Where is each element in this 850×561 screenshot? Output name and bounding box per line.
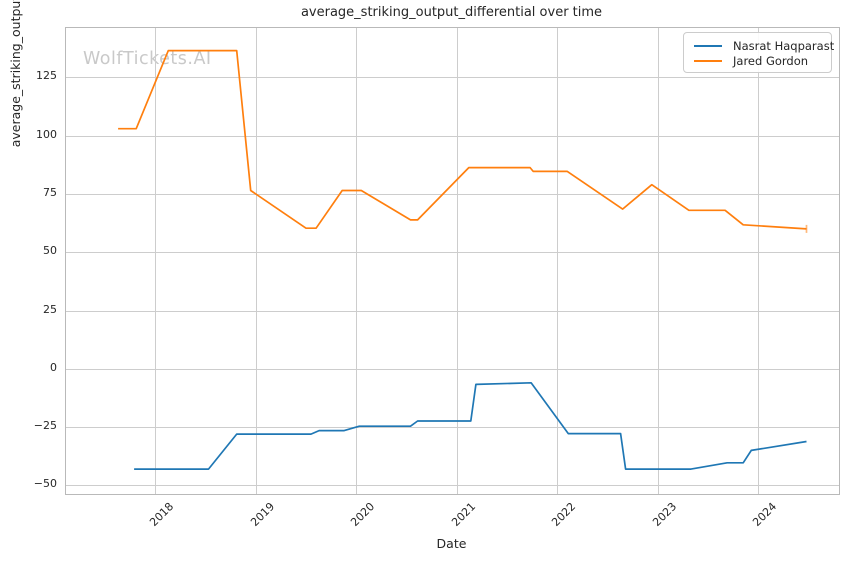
x-axis-label: Date <box>436 536 467 551</box>
chart-title: average_striking_output_differential ove… <box>300 5 603 20</box>
y-tick-label: 0 <box>50 360 57 374</box>
series-line-nasrat-haqparast <box>134 381 807 470</box>
legend: Nasrat Haqparast Jared Gordon <box>683 32 834 73</box>
y-tick-label: 50 <box>43 244 57 258</box>
y-tick-label: 25 <box>43 302 57 316</box>
series-line-jared-gordon <box>118 49 807 230</box>
legend-label: Nasrat Haqparast <box>733 38 835 53</box>
legend-label: Jared Gordon <box>733 53 809 68</box>
legend-line-swatch <box>694 44 722 47</box>
x-tick-label: 2021 <box>448 500 478 529</box>
x-tick-label: 2018 <box>147 500 177 529</box>
y-tick-label: −25 <box>33 419 57 433</box>
x-tick-label: 2023 <box>649 500 679 529</box>
x-tick-label: 2020 <box>348 500 378 529</box>
watermark: WolfTickets.AI <box>83 49 212 69</box>
y-tick-label: 75 <box>43 185 57 199</box>
legend-entry: Jared Gordon <box>694 53 822 68</box>
x-tick-label: 2022 <box>549 500 579 529</box>
legend-entry: Nasrat Haqparast <box>694 38 834 53</box>
y-tick-label: −50 <box>33 477 57 491</box>
y-tick-label: 125 <box>36 69 57 83</box>
y-tick-label: 100 <box>36 127 57 141</box>
chart-canvas <box>66 28 839 494</box>
legend-line-swatch <box>694 59 722 62</box>
x-tick-label: 2024 <box>750 500 780 529</box>
x-tick-label: 2019 <box>247 500 277 529</box>
plot-area: WolfTickets.AI <box>65 27 840 495</box>
